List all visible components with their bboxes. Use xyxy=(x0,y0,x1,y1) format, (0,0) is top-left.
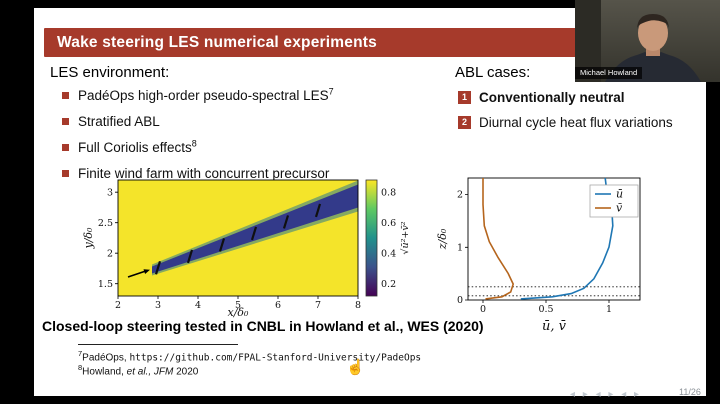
bullet-square-icon xyxy=(62,92,69,99)
bullet-item: Stratified ABL xyxy=(62,114,432,129)
turbine-markers xyxy=(154,203,322,275)
heatmap-x-tick-labels: 2 3 4 5 6 7 8 xyxy=(115,300,361,311)
footnote-text: PadéOps, xyxy=(82,352,130,364)
footnote-rule xyxy=(78,344,238,345)
page-indicator: 11/26 xyxy=(679,387,701,397)
hand-cursor-icon: ☝ xyxy=(346,359,365,376)
footnote-ref: 8 xyxy=(191,138,197,149)
profile-frame xyxy=(467,177,641,301)
wake-transition-region xyxy=(152,180,358,276)
heatmap-y-axis-label: y/δ₀ xyxy=(82,227,95,250)
profile-y-ticks xyxy=(465,194,468,301)
legend-box xyxy=(589,184,639,218)
abl-case-item: 1 Conventionally neutral xyxy=(458,90,673,107)
wake-region xyxy=(152,184,358,274)
footnote-ref: 7 xyxy=(328,86,334,97)
colorbar-tick-label: 0.4 xyxy=(381,249,396,260)
turbine-marker xyxy=(250,226,258,241)
y-tick-label: 0 xyxy=(457,295,463,306)
u-profile-line xyxy=(520,177,614,300)
x-tick-label: 3 xyxy=(155,300,161,311)
heatmap-y-tick-labels: 3 2.5 2 1.5 xyxy=(98,188,113,291)
x-tick-label: 6 xyxy=(275,300,281,311)
v-profile-line xyxy=(482,178,515,300)
key-statement: Closed-loop steering tested in CNBL in H… xyxy=(42,318,484,334)
footnote-8: 8Howland, et al., JFM 2020 xyxy=(78,363,198,377)
footnote-text: Howland, xyxy=(82,366,127,378)
abl-case-item: 2 Diurnal cycle heat flux variations xyxy=(458,115,673,132)
bullet-square-icon xyxy=(62,170,69,177)
x-tick-label: 7 xyxy=(315,300,321,311)
x-tick-label: 2 xyxy=(115,300,121,311)
les-bullet-list: PadéOps high-order pseudo-spectral LES7 … xyxy=(62,86,432,192)
bullet-text: Finite wind farm with concurrent precurs… xyxy=(78,166,330,181)
y-axis-ticks xyxy=(115,191,118,285)
case-text: Diurnal cycle heat flux variations xyxy=(479,115,673,130)
colorbar-label: √ū²+v̄² xyxy=(400,221,411,254)
legend-v-label: v̄ xyxy=(616,202,623,215)
x-tick-label: 8 xyxy=(355,300,361,311)
les-environment-heading: LES environment: xyxy=(50,64,170,81)
bullet-item: PadéOps high-order pseudo-spectral LES7 xyxy=(62,86,432,103)
profile-x-tick-labels: 0 0.5 1 xyxy=(480,304,612,315)
heatmap-frame xyxy=(117,179,359,297)
webcam-name-label: Michael Howland xyxy=(575,67,643,79)
footnote-italic-text: et al., JFM xyxy=(126,366,174,378)
turbine-marker xyxy=(154,260,162,275)
x-tick-label: 0.5 xyxy=(538,304,553,315)
slide-title: Wake steering LES numerical experiments xyxy=(57,33,377,51)
bullet-text: Full Coriolis effects xyxy=(78,140,192,155)
case-number-badge: 1 xyxy=(458,91,471,104)
turbine-marker xyxy=(218,238,226,252)
beamer-nav-icons[interactable]: ◀ ▶ ◀ ▶ ◀ ▶ xyxy=(570,391,643,398)
colorbar-tick-label: 0.6 xyxy=(381,218,396,229)
abl-cases-heading: ABL cases: xyxy=(455,64,531,81)
bullet-square-icon xyxy=(62,118,69,125)
bullet-square-icon xyxy=(62,144,69,151)
y-tick-label: 2 xyxy=(107,249,113,260)
case-number-badge: 2 xyxy=(458,116,471,129)
charts-canvas: 2 3 4 5 6 7 8 3 2.5 2 1.5 x/δ₀ y/δ₀ xyxy=(82,177,641,334)
y-tick-label: 2.5 xyxy=(98,218,113,229)
turbine-marker xyxy=(186,249,194,264)
bullet-text: PadéOps high-order pseudo-spectral LES xyxy=(78,88,329,103)
y-tick-label: 2 xyxy=(457,190,463,201)
profile-legend: ū v̄ xyxy=(589,184,639,218)
webcam-overlay[interactable]: Michael Howland xyxy=(575,0,720,82)
velocity-profile-figure: 0 0.5 1 0 1 2 z/δ₀ ū, v̄ ū v̄ xyxy=(436,177,641,334)
profile-x-ticks xyxy=(482,300,610,303)
profile-y-tick-labels: 0 1 2 xyxy=(457,190,463,306)
bullet-item: Finite wind farm with concurrent precurs… xyxy=(62,166,432,181)
footnote-tail-text: 2020 xyxy=(173,366,199,378)
bullet-text: Stratified ABL xyxy=(78,114,160,129)
colorbar-tick-labels: 0.8 0.6 0.4 0.2 xyxy=(381,188,396,291)
x-axis-ticks xyxy=(117,296,359,299)
bullet-item: Full Coriolis effects8 xyxy=(62,138,432,155)
heatmap-background xyxy=(118,180,358,296)
turbine-marker xyxy=(314,203,322,218)
inflow-arrow-icon xyxy=(127,269,150,278)
x-tick-label: 5 xyxy=(235,300,241,311)
legend-u-label: ū xyxy=(616,188,623,201)
profile-y-axis-label: z/δ₀ xyxy=(436,228,449,250)
x-tick-label: 1 xyxy=(606,304,612,315)
profile-x-axis-label: ū, v̄ xyxy=(542,319,567,334)
colorbar xyxy=(365,179,378,297)
colorbar-tick-label: 0.2 xyxy=(381,279,396,290)
footnote-ref: 8 xyxy=(78,363,83,372)
turbine-marker xyxy=(282,215,290,229)
x-tick-label: 0 xyxy=(480,304,486,315)
y-tick-label: 1.5 xyxy=(98,279,113,290)
wake-heatmap-figure: 2 3 4 5 6 7 8 3 2.5 2 1.5 x/δ₀ y/δ₀ xyxy=(82,179,411,319)
footnote-7: 7PadéOps, https://github.com/FPAL-Stanfo… xyxy=(78,349,421,363)
footnote-ref: 7 xyxy=(78,349,83,358)
y-tick-label: 1 xyxy=(457,242,463,253)
x-tick-label: 4 xyxy=(195,300,201,311)
case-text: Conventionally neutral xyxy=(479,90,625,105)
footnote-url[interactable]: https://github.com/FPAL-Stanford-Univers… xyxy=(129,352,422,364)
